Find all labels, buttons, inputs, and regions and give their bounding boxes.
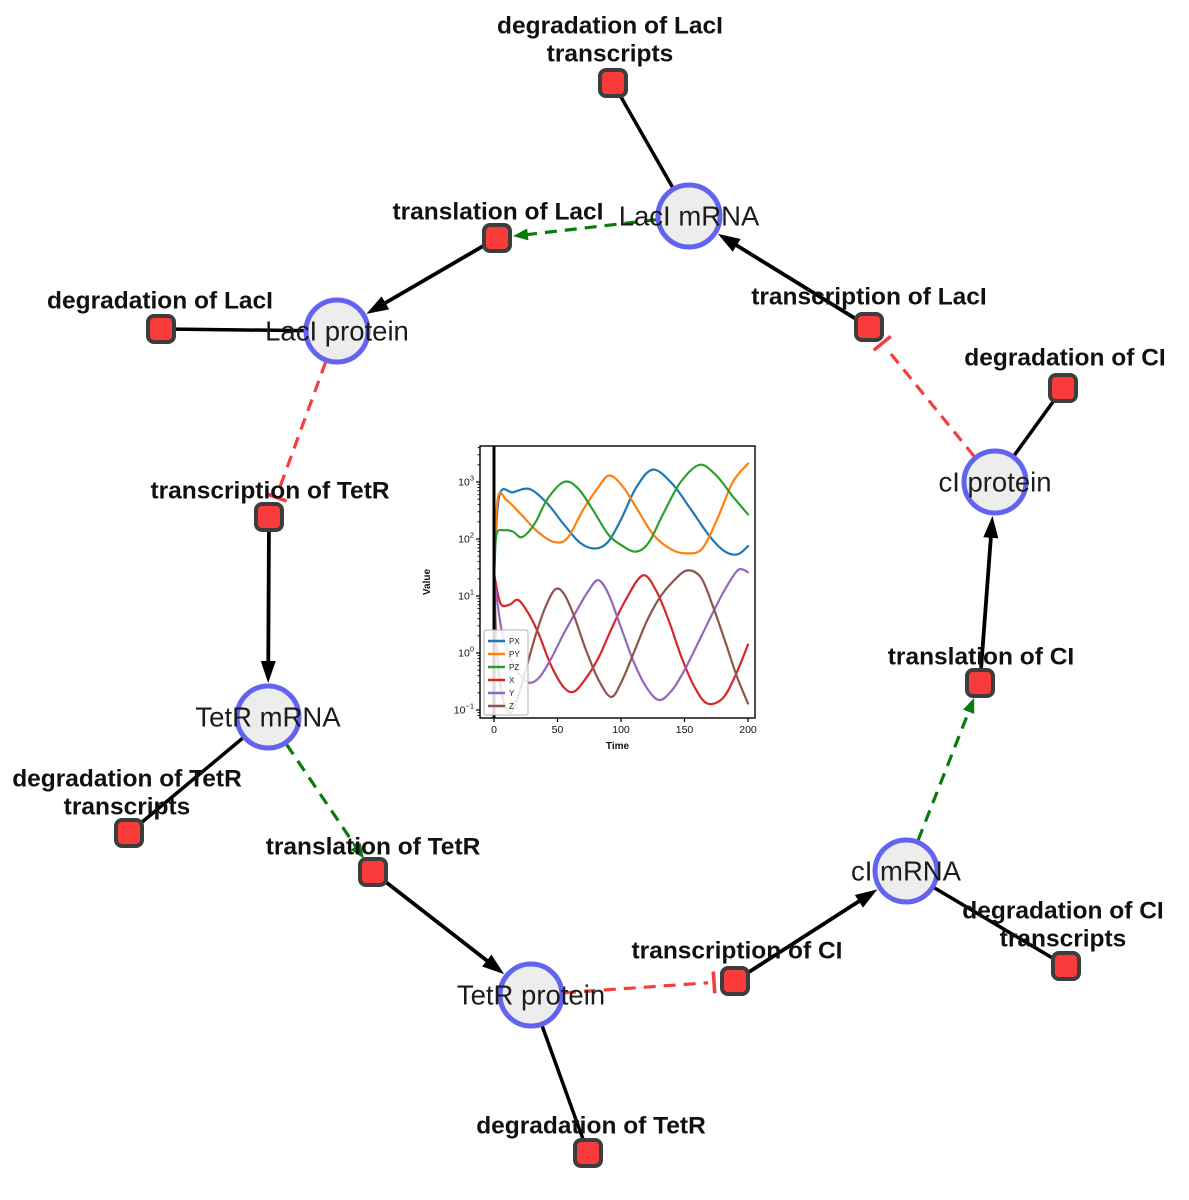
x-axis-title: Time bbox=[606, 741, 630, 752]
reaction-label-txn_tetr: transcription of TetR bbox=[150, 478, 389, 505]
species-label-ci_prot: cI protein bbox=[938, 467, 1051, 498]
y-tick-label: 103 bbox=[458, 474, 474, 489]
reaction-node-txn_laci bbox=[854, 312, 884, 342]
species-node-ci_mrna bbox=[872, 837, 940, 905]
reaction-node-deg_laci bbox=[146, 314, 176, 344]
reaction-label-deg_tetr_tx: degradation of TetR bbox=[12, 766, 242, 793]
species-node-laci_mrna bbox=[655, 182, 723, 250]
reaction-node-deg_tetr bbox=[573, 1138, 603, 1168]
species-label-laci_prot: LacI protein bbox=[265, 316, 409, 347]
species-node-tetr_mrna bbox=[234, 683, 302, 751]
species-label-tetr_mrna: TetR mRNA bbox=[195, 702, 341, 733]
reaction-node-deg_laci_tx bbox=[598, 68, 628, 98]
edge-modifier-ci_mrna-transl_ci bbox=[916, 708, 972, 841]
species-node-laci_prot bbox=[303, 297, 371, 365]
series-line-Z bbox=[492, 569, 750, 714]
reaction-label-deg_laci: degradation of LacI bbox=[47, 288, 273, 315]
legend-label-Y: Y bbox=[509, 689, 515, 698]
legend-label-PY: PY bbox=[509, 650, 520, 659]
legend-box bbox=[483, 629, 529, 716]
reaction-node-deg_tetr_tx bbox=[114, 818, 144, 848]
legend-label-Z: Z bbox=[509, 702, 514, 711]
edge-modifier-tetr_mrna-transl_tetr bbox=[285, 743, 359, 850]
reaction-node-transl_tetr bbox=[358, 857, 388, 887]
arrowhead-icon bbox=[260, 660, 276, 684]
edge-inhibition-tetr_prot-txn_ci bbox=[563, 981, 709, 995]
series-line-PZ bbox=[492, 463, 750, 575]
x-tick-label: 0 bbox=[491, 724, 497, 736]
reaction-label-deg_ci: degradation of CI bbox=[964, 345, 1165, 372]
reaction-label-transl_tetr: translation of TetR bbox=[266, 834, 481, 861]
reaction-node-txn_ci bbox=[720, 966, 750, 996]
edge-production-transl_tetr-tetr_prot bbox=[383, 879, 492, 965]
reaction-label-deg_laci_tx: degradation of LacI bbox=[497, 13, 723, 40]
x-tick-label: 50 bbox=[552, 724, 564, 736]
series-line-Y bbox=[492, 567, 750, 702]
arrowhead-icon bbox=[854, 889, 878, 908]
species-label-tetr_prot: TetR protein bbox=[457, 980, 605, 1011]
reaction-label-txn_ci: transcription of CI bbox=[632, 938, 843, 965]
species-label-ci_mrna: cI mRNA bbox=[851, 856, 962, 887]
species-node-ci_prot bbox=[961, 448, 1029, 516]
arrowhead-icon bbox=[983, 515, 999, 539]
y-axis-title: Value bbox=[422, 569, 433, 596]
reaction-label-transl_laci: translation of LacI bbox=[392, 199, 603, 226]
reaction-label-transl_ci: translation of CI bbox=[888, 644, 1074, 671]
y-tick-label: 101 bbox=[458, 588, 474, 603]
inhibition-tbar-icon bbox=[872, 334, 892, 352]
x-tick-label: 200 bbox=[739, 724, 757, 736]
inhibition-tbar-icon bbox=[265, 491, 288, 503]
arrowhead-icon bbox=[717, 233, 741, 252]
reaction-node-txn_tetr bbox=[254, 502, 284, 532]
reaction-label-deg_tetr: degradation of TetR bbox=[476, 1113, 706, 1140]
edge-production-txn_ci-ci_mrna bbox=[746, 897, 864, 975]
modifier-arrowhead-icon bbox=[350, 842, 365, 859]
reaction-label-deg_laci_tx: transcripts bbox=[547, 41, 674, 68]
inset-chart: 0 50 100 150 200 103 102 101 100 10−1 Time Value PX P… bbox=[422, 445, 757, 752]
edge-consumption-ci_mrna-deg_ci_tx bbox=[932, 885, 1055, 961]
reaction-node-transl_laci bbox=[482, 223, 512, 253]
x-tick-label: 100 bbox=[612, 724, 630, 736]
reaction-node-deg_ci bbox=[1048, 373, 1078, 403]
edge-production-txn_tetr-tetr_mrna bbox=[266, 531, 271, 666]
edge-production-txn_laci-laci_mrna bbox=[732, 241, 858, 321]
edge-inhibition-laci_prot-txn_tetr bbox=[276, 361, 328, 493]
series-line-PY bbox=[492, 462, 750, 575]
y-tick-label: 10−1 bbox=[454, 702, 474, 717]
reaction-node-transl_ci bbox=[965, 668, 995, 698]
series-line-PX bbox=[492, 468, 750, 580]
reaction-label-deg_tetr_tx: transcripts bbox=[64, 794, 191, 821]
modifier-arrowhead-icon bbox=[512, 228, 529, 241]
edge-consumption-tetr_prot-deg_tetr bbox=[540, 1024, 585, 1141]
reaction-label-deg_ci_tx: transcripts bbox=[1000, 926, 1127, 953]
legend-label-PZ: PZ bbox=[509, 663, 519, 672]
x-tick-label: 150 bbox=[676, 724, 694, 736]
edge-inhibition-ci_prot-txn_laci bbox=[884, 346, 976, 458]
edge-modifier-laci_mrna-transl_laci bbox=[524, 218, 657, 237]
modifier-arrowhead-icon bbox=[963, 697, 975, 715]
edge-consumption-ci_prot-deg_ci bbox=[1012, 398, 1057, 458]
edge-production-transl_ci-ci_prot bbox=[979, 533, 994, 669]
inhibition-tbar-icon bbox=[711, 971, 717, 994]
species-node-tetr_prot bbox=[497, 961, 565, 1029]
series-line-X bbox=[492, 572, 750, 706]
species-label-laci_mrna: LacI mRNA bbox=[619, 201, 760, 232]
reaction-label-txn_laci: transcription of LacI bbox=[751, 284, 987, 311]
y-tick-label: 100 bbox=[458, 645, 474, 660]
edge-production-transl_laci-laci_prot bbox=[381, 243, 485, 307]
arrowhead-icon bbox=[482, 954, 505, 975]
legend-label-PX: PX bbox=[509, 637, 520, 646]
y-tick-label: 102 bbox=[458, 531, 474, 546]
edge-consumption-tetr_mrna-deg_tetr_tx bbox=[138, 736, 245, 826]
edge-consumption-laci_mrna-deg_laci_tx bbox=[618, 94, 675, 190]
reaction-label-deg_ci_tx: degradation of CI bbox=[962, 898, 1163, 925]
chart-frame bbox=[479, 445, 756, 719]
arrowhead-icon bbox=[366, 296, 390, 314]
edge-consumption-laci_prot-deg_laci bbox=[174, 327, 306, 333]
legend-label-X: X bbox=[509, 676, 515, 685]
reaction-node-deg_ci_tx bbox=[1051, 951, 1081, 981]
